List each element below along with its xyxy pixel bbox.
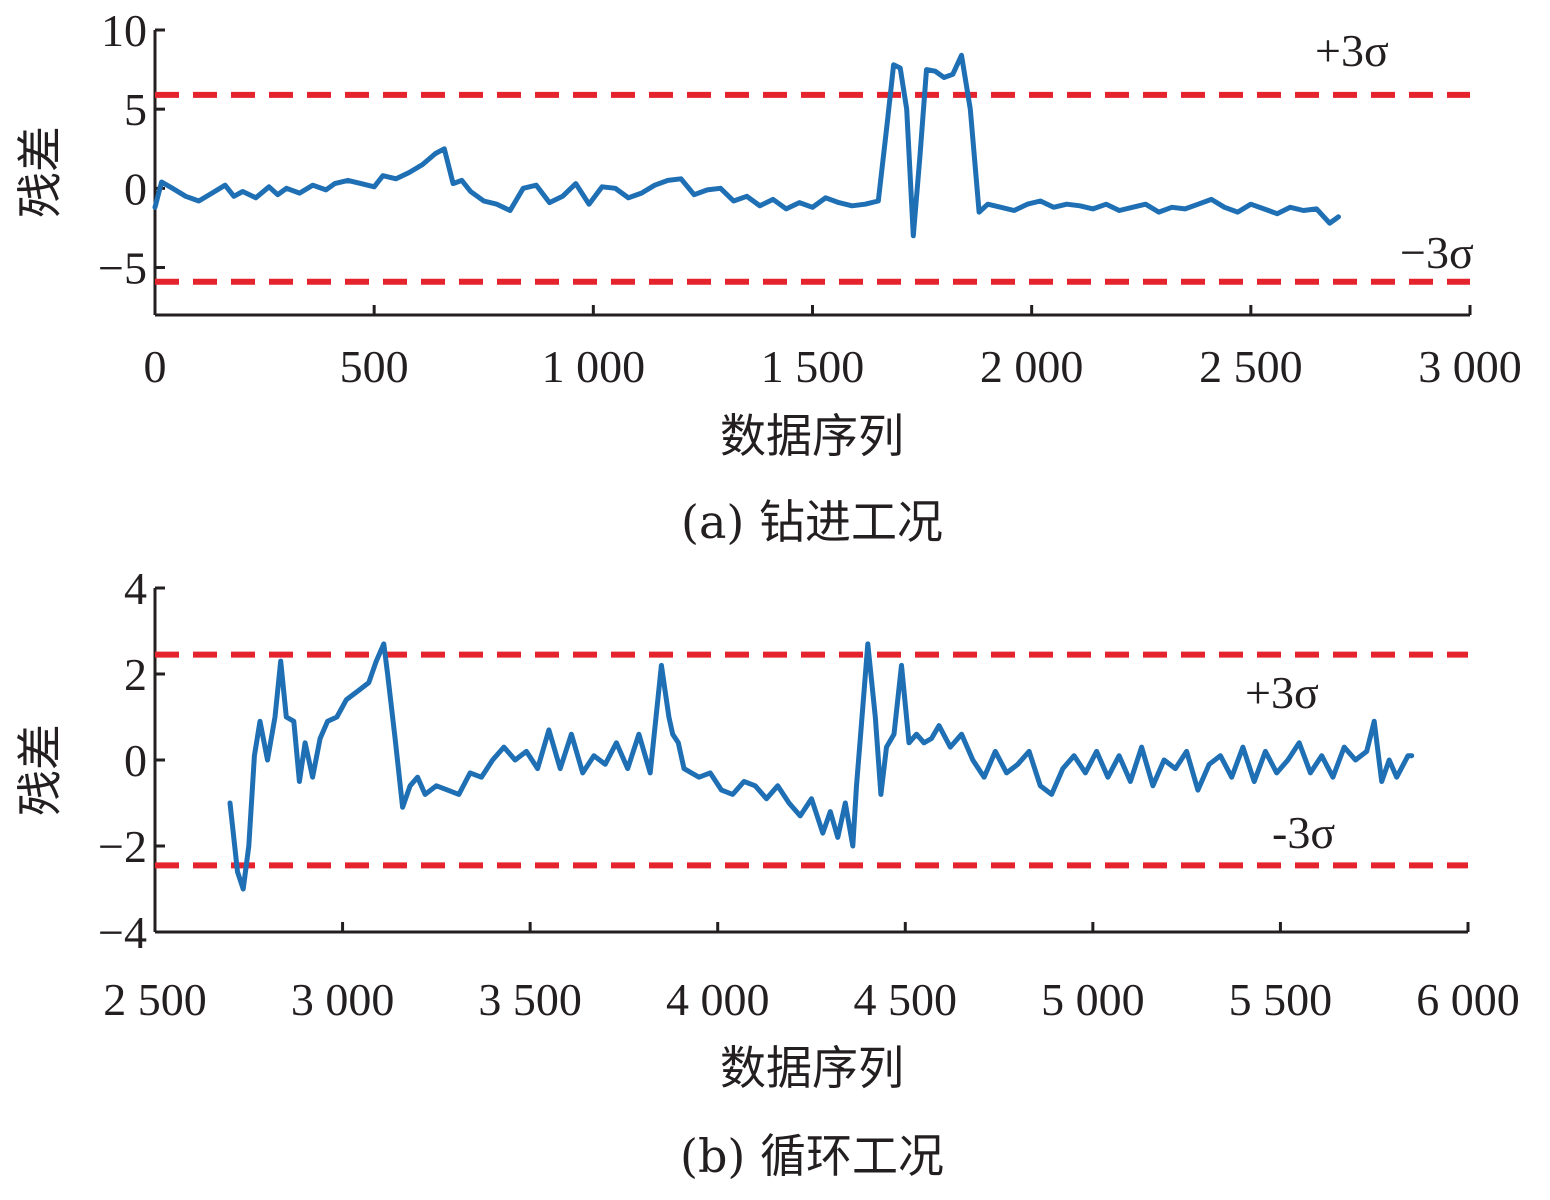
x-tick-label-a: 500 [340,341,409,392]
threshold-label-b-1: -3σ [1272,807,1335,858]
y-tick-label-a: 5 [124,84,147,135]
y-axis-title-b: 残差 [13,724,67,816]
x-tick-label-b: 5 500 [1229,974,1333,1025]
x-tick-label-b: 4 000 [666,974,770,1025]
x-tick-label-a: 2 500 [1199,341,1303,392]
threshold-label-b-0: +3σ [1245,667,1319,718]
x-tick-label-a: 1 500 [761,341,865,392]
x-axis-title-a: 数据序列 [720,409,904,463]
x-axis-title-b: 数据序列 [720,1041,904,1095]
x-tick-label-b: 3 000 [291,974,395,1025]
y-axis-title-a: 残差 [13,126,67,218]
x-tick-label-b: 2 500 [103,974,207,1025]
x-tick-label-a: 0 [144,341,167,392]
x-tick-label-a: 2 000 [980,341,1084,392]
panel-a: 残差 数据序列 (a) 钻进工况 0 500 1 000 1 500 2 000 2 50… [13,5,1522,549]
caption-a: (a) 钻进工况 [681,495,943,549]
caption-b: (b) 循环工况 [680,1129,944,1183]
residual-series-line-b [227,641,1415,892]
x-tick-label-a: 3 000 [1418,341,1522,392]
x-tick-label-b: 6 000 [1416,974,1520,1025]
y-tick-label-b: 0 [124,735,147,786]
y-tick-label-b: −4 [98,907,147,958]
y-tick-label-a: 0 [124,163,147,214]
y-tick-label-b: 4 [124,563,147,614]
threshold-label-a-0: +3σ [1315,25,1389,76]
x-tick-label-b: 4 500 [854,974,958,1025]
y-tick-label-a: 10 [101,5,147,56]
x-tick-label-a: 1 000 [542,341,646,392]
y-tick-label-b: −2 [98,821,147,872]
panel-b: 残差 数据序列 (b) 循环工况 2 500 3 000 3 500 4 000 4 5… [13,563,1520,1183]
residual-series-line-a [152,52,1341,239]
y-tick-label-a: −5 [98,243,147,294]
x-tick-label-b: 5 000 [1041,974,1145,1025]
x-tick-label-b: 3 500 [478,974,582,1025]
threshold-label-a-1: −3σ [1400,227,1474,278]
y-tick-label-b: 2 [124,649,147,700]
